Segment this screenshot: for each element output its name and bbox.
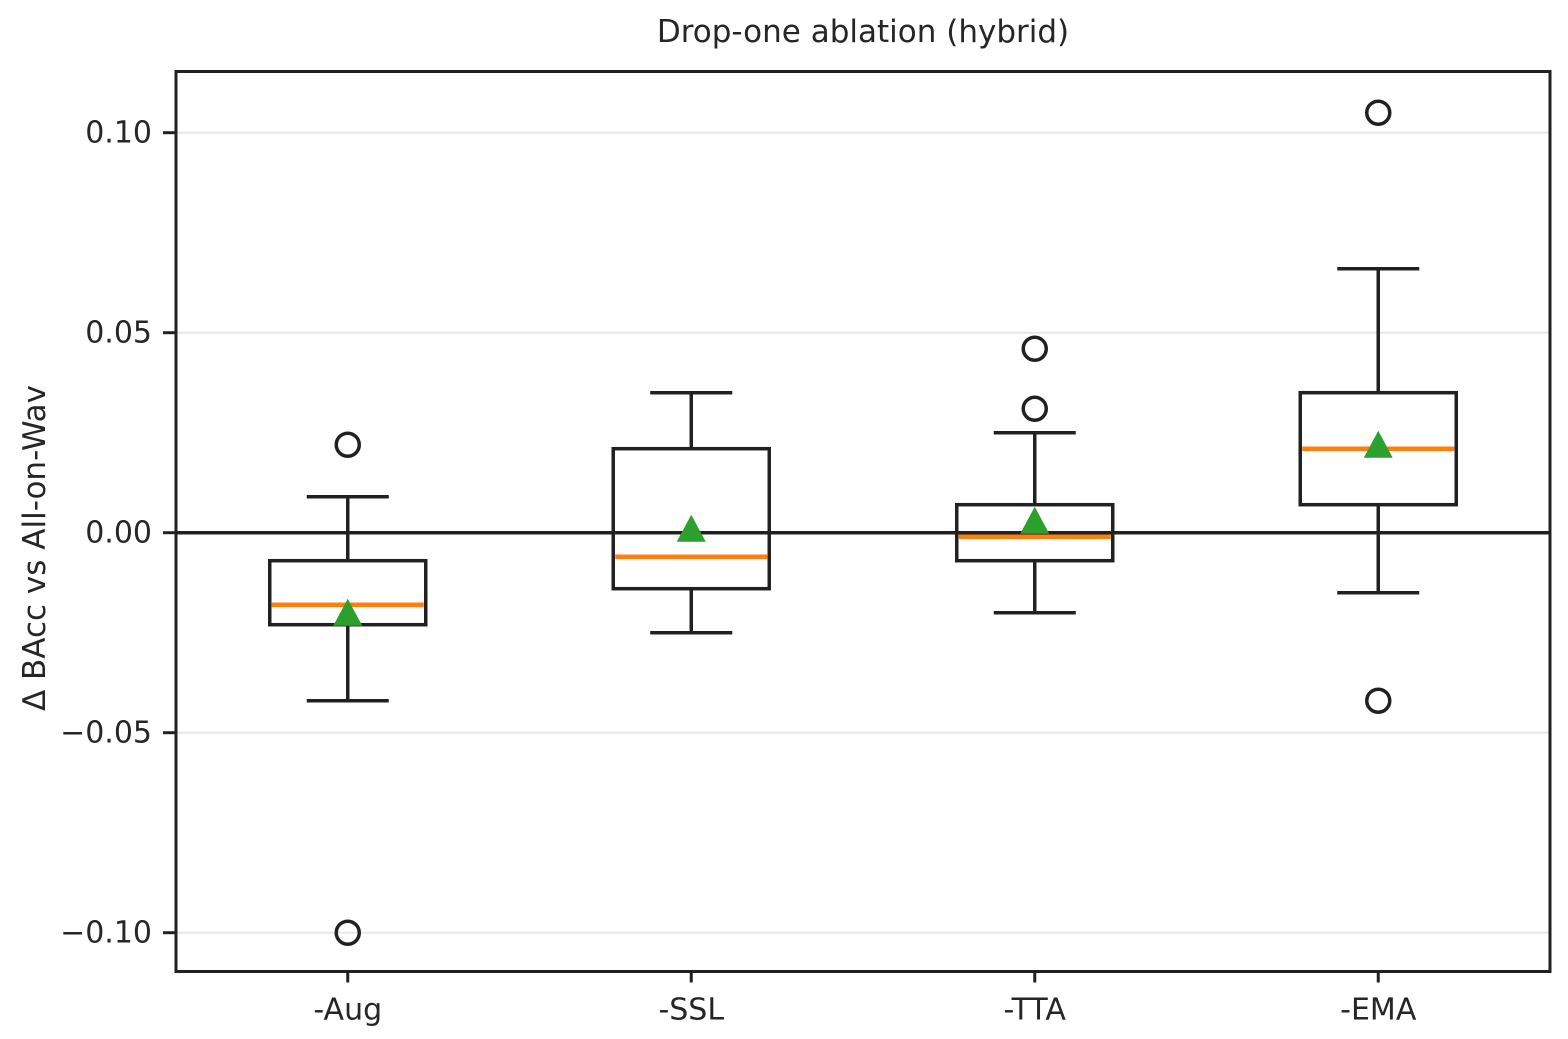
y-tick-label: 0.00 — [85, 516, 152, 551]
outlier-point — [1021, 395, 1048, 422]
iqr-box — [1298, 390, 1458, 507]
mean-marker — [1363, 430, 1393, 458]
x-tick-label: -Aug — [313, 993, 382, 1028]
plot-border — [174, 70, 1552, 973]
outlier-point — [1365, 687, 1392, 714]
mean-marker — [333, 598, 363, 626]
outlier-point — [1365, 99, 1392, 126]
mean-marker — [676, 514, 706, 542]
x-tick-label: -EMA — [1340, 993, 1417, 1028]
y-tick-label: 0.05 — [85, 316, 152, 351]
iqr-box — [955, 502, 1115, 563]
y-tick-label: −0.10 — [60, 916, 152, 951]
mean-marker — [1020, 506, 1050, 534]
iqr-box — [611, 446, 771, 591]
chart-title: Drop-one ablation (hybrid) — [656, 14, 1070, 50]
outlier-point — [334, 431, 361, 458]
y-tick-label: −0.05 — [60, 716, 152, 751]
outlier-point — [1021, 335, 1048, 362]
y-tick-label: 0.10 — [85, 116, 152, 151]
x-tick-label: -TTA — [1004, 993, 1067, 1028]
x-tick-label: -SSL — [658, 993, 724, 1028]
outlier-point — [334, 919, 361, 946]
